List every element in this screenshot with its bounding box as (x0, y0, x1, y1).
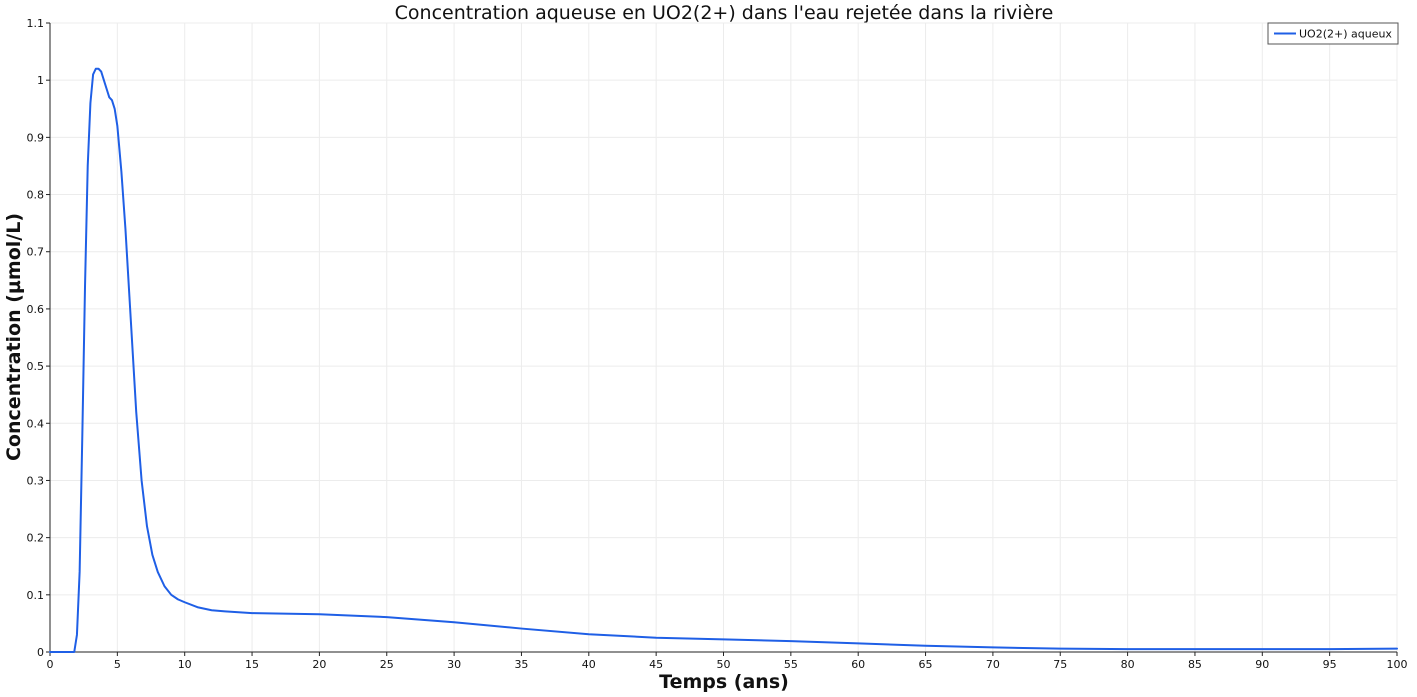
legend-label: UO2(2+) aqueux (1299, 28, 1392, 41)
x-tick-label: 60 (851, 658, 865, 671)
x-tick-label: 95 (1323, 658, 1337, 671)
x-tick-label: 90 (1255, 658, 1269, 671)
x-tick-label: 25 (380, 658, 394, 671)
x-tick-label: 30 (447, 658, 461, 671)
x-tick-label: 85 (1188, 658, 1202, 671)
x-tick-label: 10 (178, 658, 192, 671)
y-tick-label: 0.5 (27, 360, 45, 373)
y-axis-ticks: 0 0.1 0.2 0.3 0.4 0.5 0.6 0.7 0.8 0.9 1 1.1 (27, 17, 50, 659)
y-tick-label: 0.3 (27, 474, 45, 487)
x-tick-label: 0 (47, 658, 54, 671)
y-tick-label: 1 (37, 74, 44, 87)
y-tick-label: 1.1 (27, 17, 45, 30)
series-line-uo2-aqueux (49, 67, 1398, 653)
x-tick-label: 70 (986, 658, 1000, 671)
x-tick-label: 40 (582, 658, 596, 671)
x-tick-label: 45 (649, 658, 663, 671)
legend[interactable]: UO2(2+) aqueux (1267, 22, 1399, 45)
x-tick-label: 100 (1387, 658, 1408, 671)
grid (50, 22, 1398, 652)
y-tick-label: 0 (37, 646, 44, 659)
y-tick-label: 0.8 (27, 189, 45, 202)
y-tick-label: 0.7 (27, 246, 45, 259)
x-tick-label: 75 (1053, 658, 1067, 671)
y-tick-label: 0.4 (27, 417, 45, 430)
x-tick-label: 80 (1121, 658, 1135, 671)
x-tick-label: 65 (919, 658, 933, 671)
y-tick-label: 0.1 (27, 589, 45, 602)
legend-box (1267, 22, 1399, 45)
x-tick-label: 5 (114, 658, 121, 671)
y-tick-label: 0.9 (27, 131, 45, 144)
x-tick-label: 50 (717, 658, 731, 671)
y-axis-title: Concentration (µmol/L) (3, 213, 25, 461)
chart-title: Concentration aqueuse en UO2(2+) dans l'… (395, 2, 1054, 24)
y-tick-label: 0.2 (27, 532, 45, 545)
x-axis-ticks: 0 5 10 15 20 25 30 35 40 45 50 55 60 65 70 75 80 85 90 95 10… (47, 652, 1408, 671)
x-tick-label: 20 (312, 658, 326, 671)
x-tick-label: 35 (514, 658, 528, 671)
series-layer (49, 67, 1398, 653)
x-tick-label: 55 (784, 658, 798, 671)
y-tick-label: 0.6 (27, 303, 45, 316)
x-axis-title: Temps (ans) (659, 671, 789, 693)
x-tick-label: 15 (245, 658, 259, 671)
